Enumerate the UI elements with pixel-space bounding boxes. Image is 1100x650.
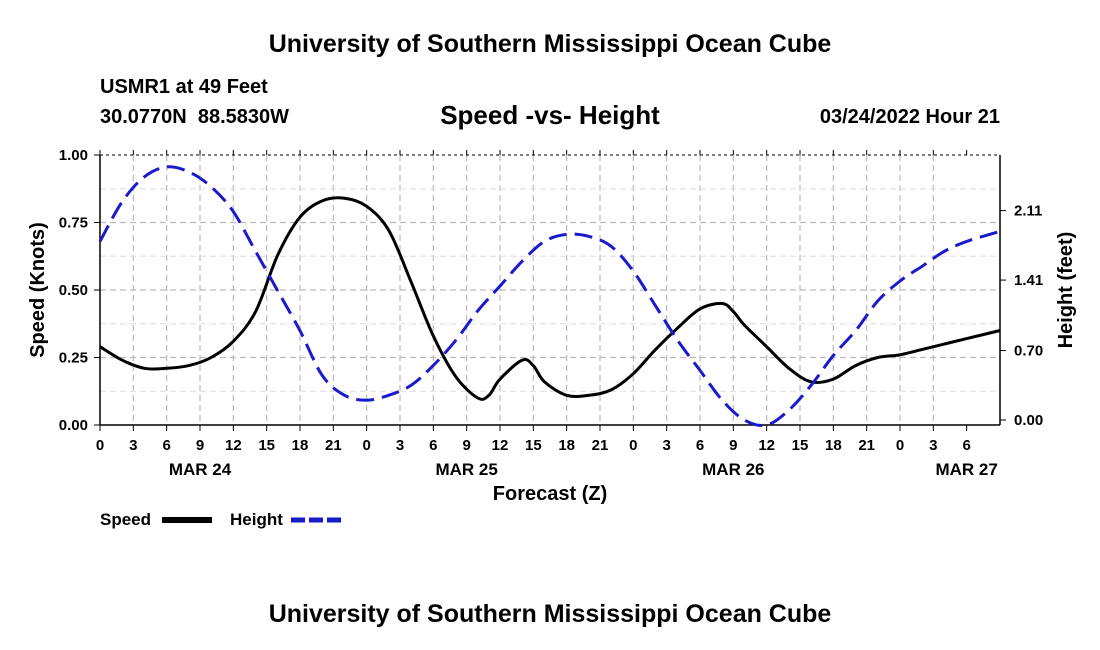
x-axis-title: Forecast (Z) (493, 483, 607, 505)
x-tick-label: 9 (729, 437, 737, 454)
x-tick-label: 0 (96, 437, 104, 454)
x-tick-label: 0 (362, 437, 370, 454)
x-tick-label: 18 (825, 437, 842, 454)
x-tick-label: 6 (696, 437, 704, 454)
forecast-datetime: 03/24/2022 Hour 21 (819, 106, 1000, 128)
y2-tick-label: 0.70 (1014, 343, 1043, 360)
x-tick-label: 6 (429, 437, 437, 454)
station-label: USMR1 at 49 Feet (100, 76, 268, 98)
chart-subtitle: Speed -vs- Height (440, 100, 660, 130)
y-tick-label: 1.00 (59, 147, 88, 164)
x-tick-label: 12 (758, 437, 775, 454)
x-tick-label: 21 (858, 437, 875, 454)
y-tick-label: 0.50 (59, 282, 88, 299)
date-label: MAR 24 (169, 460, 232, 479)
y-tick-label: 0.25 (59, 350, 88, 367)
x-tick-label: 0 (896, 437, 904, 454)
x-tick-label: 9 (196, 437, 204, 454)
footer-title: University of Southern Mississippi Ocean… (268, 600, 832, 628)
legend-height-label: Height (230, 510, 283, 529)
x-tick-label: 6 (962, 437, 970, 454)
x-tick-label: 18 (292, 437, 309, 454)
x-tick-label: 3 (129, 437, 137, 454)
x-tick-label: 12 (492, 437, 509, 454)
legend-speed-swatch (162, 517, 212, 523)
y-tick-label: 0.00 (59, 417, 88, 434)
x-tick-label: 3 (662, 437, 670, 454)
legend-height-swatch (291, 517, 343, 523)
x-tick-label: 18 (558, 437, 575, 454)
legend-speed-label: Speed (100, 510, 152, 529)
x-tick-label: 0 (629, 437, 637, 454)
y-axis-title: Speed (Knots) (27, 222, 49, 358)
x-tick-label: 21 (325, 437, 342, 454)
x-tick-label: 9 (462, 437, 470, 454)
x-tick-label: 3 (929, 437, 937, 454)
height-series-line (98, 165, 1001, 428)
x-tick-label: 15 (525, 437, 542, 454)
x-tick-label: 21 (592, 437, 609, 454)
date-label: MAR 27 (935, 460, 997, 479)
y-tick-label: 0.75 (59, 215, 88, 232)
x-tick-label: 15 (792, 437, 809, 454)
main-title: University of Southern Mississippi Ocean… (268, 30, 832, 58)
speed-series-line (99, 196, 1001, 401)
y2-tick-label: 1.41 (1014, 272, 1043, 289)
date-label: MAR 25 (435, 460, 497, 479)
x-tick-label: 15 (258, 437, 275, 454)
y2-axis-title: Height (feet) (1055, 232, 1077, 349)
x-tick-label: 6 (162, 437, 170, 454)
station-coordinates: 30.0770N 88.5830W (100, 106, 290, 128)
y2-tick-label: 0.00 (1014, 412, 1043, 429)
x-tick-label: 12 (225, 437, 242, 454)
x-tick-label: 3 (396, 437, 404, 454)
y2-tick-label: 2.11 (1014, 203, 1042, 220)
date-label: MAR 26 (702, 460, 764, 479)
